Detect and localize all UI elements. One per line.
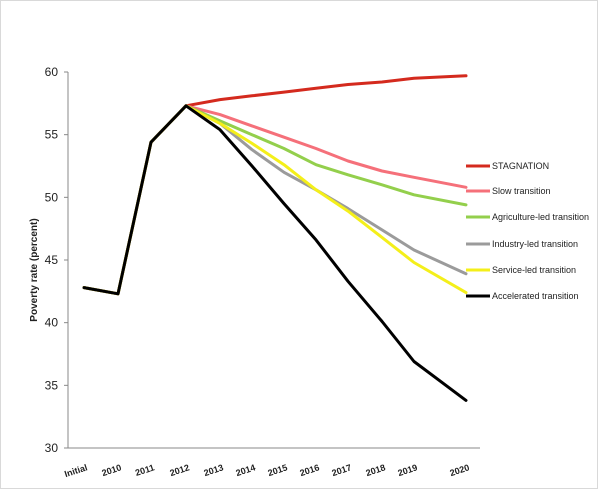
y-tick-label: 30 (45, 441, 59, 455)
x-tick-label: 2010 (100, 462, 122, 478)
y-tick-label: 60 (45, 65, 59, 79)
x-tick-label: 2016 (298, 462, 320, 478)
y-tick-label: 50 (45, 190, 59, 204)
x-tick-label: 2013 (202, 462, 224, 478)
x-tick-label: 2011 (134, 462, 156, 478)
x-tick-label: 2014 (234, 462, 256, 478)
axes (67, 72, 480, 449)
x-tick-label: 2017 (330, 462, 352, 478)
x-tick-label: 2019 (396, 462, 418, 478)
y-tick-label: 45 (45, 253, 59, 267)
legend-label: Slow transition (492, 186, 551, 196)
legend-label: Service-led transition (492, 265, 576, 275)
legend-label: Industry-led transition (492, 239, 578, 249)
x-tick-label: 2018 (364, 462, 386, 478)
y-tick-label: 40 (45, 316, 59, 330)
x-tick-label: 2015 (266, 462, 288, 478)
series-lines (82, 74, 468, 402)
legend-label: Accelerated transition (492, 291, 579, 301)
y-tick-label: 35 (45, 378, 59, 392)
y-axis-label: Poverty rate (percent) (29, 218, 40, 321)
y-tick-labels: 30 35 40 45 50 55 60 (45, 65, 68, 455)
x-tick-label: Initial (63, 462, 88, 479)
x-tick-labels: Initial 2010 2011 2012 2013 2014 2015 2016 2017 2… (63, 462, 470, 479)
x-tick-label: 2012 (168, 462, 190, 478)
series-line-accelerated-transition (82, 104, 468, 402)
legend-label: Agriculture-led transition (492, 212, 589, 222)
series-line-slow-transition (82, 104, 468, 296)
legend: STAGNATION Slow transition Agriculture-led… (466, 161, 589, 301)
x-tick-label: 2020 (448, 462, 470, 478)
legend-label: STAGNATION (492, 161, 549, 171)
y-tick-label: 55 (45, 128, 59, 142)
